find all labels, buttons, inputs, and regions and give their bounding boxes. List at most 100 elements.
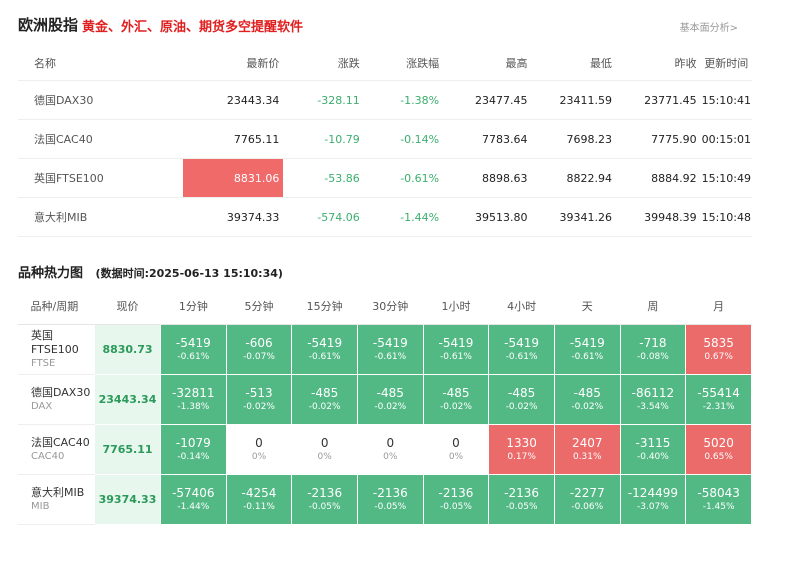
quote-name[interactable]: 法国CAC40 — [18, 119, 184, 159]
heatmap-cell[interactable]: -5419 -0.61% — [488, 324, 555, 375]
cell-value: -86112 — [631, 385, 675, 400]
heatmap-cell[interactable]: -5419 -0.61% — [553, 324, 621, 375]
heatmap-cell[interactable]: -4254 -0.11% — [225, 474, 293, 525]
heatmap-cell[interactable]: -1079 -0.14% — [160, 424, 227, 475]
heatmap-cell[interactable]: 2407 0.31% — [553, 424, 621, 475]
cell-value: -5419 — [372, 335, 408, 350]
cell-percent: 0.65% — [704, 451, 733, 462]
cell-percent: -3.54% — [637, 401, 669, 412]
heatmap-cell[interactable]: 5020 0.65% — [685, 424, 752, 475]
cell-value: 0 — [255, 435, 263, 450]
heatmap-row: 法国CAC40 CAC40 7765.11 -1079 -0.14% 0 0% 0 0% 0 0% 0… — [18, 424, 752, 475]
col-last: 最新价 — [183, 46, 284, 81]
cell-value: 0 — [386, 435, 395, 450]
heatmap-cell[interactable]: 0 0% — [225, 424, 293, 475]
fundamental-analysis-link[interactable]: 基本面分析> — [679, 23, 738, 34]
heatmap-cell[interactable]: -485 -0.02% — [488, 374, 555, 425]
cell-percent: -0.61% — [374, 351, 407, 362]
heatmap-cell[interactable]: 1330 0.17% — [488, 424, 555, 475]
cell-percent: -1.38% — [177, 401, 210, 412]
cell-value: 5020 — [703, 435, 734, 450]
heatmap-cell[interactable]: -5419 -0.61% — [291, 324, 358, 375]
cell-percent: -1.45% — [702, 501, 735, 512]
heatmap-instrument[interactable]: 英国FTSE100 FTSE — [18, 324, 95, 375]
quote-pct: -0.14% — [363, 119, 444, 159]
cell-value: -5419 — [504, 335, 540, 350]
heatmap-instrument[interactable]: 意大利MIB MIB — [18, 474, 95, 525]
quote-high: 7783.64 — [443, 119, 532, 159]
cell-value: -2136 — [438, 485, 474, 500]
quote-name[interactable]: 意大利MIB — [18, 197, 184, 237]
heatmap-cell[interactable]: -86112 -3.54% — [619, 374, 687, 425]
instrument-name: 德国DAX30 — [31, 386, 91, 399]
cell-value: 5835 — [703, 335, 734, 350]
cell-value: -2136 — [372, 485, 408, 500]
cell-value: 1330 — [506, 435, 537, 450]
heatmap-cell[interactable]: -2136 -0.05% — [291, 474, 358, 525]
heatmap-cell[interactable]: -513 -0.02% — [225, 374, 293, 425]
cell-value: -5419 — [569, 335, 605, 350]
cell-percent: -0.02% — [243, 401, 275, 412]
cell-value: -485 — [376, 385, 404, 400]
quote-name[interactable]: 德国DAX30 — [18, 80, 184, 120]
heatmap-cell[interactable]: -2277 -0.06% — [553, 474, 621, 525]
cell-percent: 0.31% — [572, 451, 602, 462]
heatmap-instrument[interactable]: 法国CAC40 CAC40 — [18, 424, 95, 475]
heatmap-cell[interactable]: -5419 -0.61% — [356, 324, 424, 375]
quote-row[interactable]: 意大利MIB 39374.33 -574.06 -1.44% 39513.80 39341… — [18, 197, 752, 237]
instrument-name: 法国CAC40 — [31, 436, 90, 449]
heatmap-cell[interactable]: 0 0% — [356, 424, 424, 475]
cell-percent: -0.07% — [243, 351, 275, 362]
heatmap-col-header: 现价 — [94, 288, 161, 325]
cell-percent: 0% — [251, 451, 267, 462]
cell-value: -2277 — [569, 485, 605, 500]
heatmap-cell[interactable]: -485 -0.02% — [422, 374, 490, 425]
heatmap-cell[interactable]: -5419 -0.61% — [160, 324, 227, 375]
heatmap-price: 7765.11 — [94, 424, 161, 475]
heatmap-cell[interactable]: -5419 -0.61% — [422, 324, 490, 375]
quote-prev: 39948.39 — [616, 197, 701, 237]
cell-percent: -0.02% — [571, 401, 604, 412]
heatmap-cell[interactable]: -55414 -2.31% — [685, 374, 752, 425]
heatmap-instrument[interactable]: 德国DAX30 DAX — [18, 374, 95, 425]
promo-link[interactable]: 黄金、外汇、原油、期货多空提醒软件 — [82, 20, 304, 35]
heatmap-cell[interactable]: -32811 -1.38% — [160, 374, 227, 425]
instrument-code: FTSE — [31, 358, 56, 369]
heatmap-cell[interactable]: -2136 -0.05% — [488, 474, 555, 525]
heatmap-cell[interactable]: -485 -0.02% — [291, 374, 358, 425]
cell-percent: -2.31% — [702, 401, 735, 412]
cell-percent: -0.02% — [505, 401, 538, 412]
quote-high: 39513.80 — [443, 197, 532, 237]
heatmap-cell[interactable]: -485 -0.02% — [356, 374, 424, 425]
heatmap-cell[interactable]: -485 -0.02% — [553, 374, 621, 425]
heatmap-cell[interactable]: -3115 -0.40% — [619, 424, 687, 475]
heatmap-cell[interactable]: -2136 -0.05% — [356, 474, 424, 525]
heatmap-cell[interactable]: -58043 -1.45% — [685, 474, 752, 525]
heatmap-cell[interactable]: -124499 -3.07% — [619, 474, 687, 525]
heatmap-cell[interactable]: -57406 -1.44% — [160, 474, 227, 525]
heatmap-cell[interactable]: 0 0% — [291, 424, 358, 475]
heatmap-title: 品种热力图 (数据时间:2025-06-13 15:10:34) — [18, 262, 283, 281]
col-pct: 涨跌幅 — [363, 46, 444, 81]
quote-high: 23477.45 — [443, 80, 532, 120]
quote-high: 8898.63 — [443, 158, 532, 198]
cell-percent: -0.05% — [308, 501, 341, 512]
col-name: 名称 — [18, 46, 184, 81]
cell-value: -5419 — [175, 335, 211, 350]
quote-row[interactable]: 法国CAC40 7765.11 -10.79 -0.14% 7783.64 7698.23… — [18, 119, 752, 159]
heatmap-cell[interactable]: -2136 -0.05% — [422, 474, 490, 525]
quote-row[interactable]: 英国FTSE100 8831.06 -53.86 -0.61% 8898.63 8822.… — [18, 158, 752, 198]
cell-value: -57406 — [172, 485, 215, 500]
cell-value: -1079 — [175, 435, 211, 450]
heatmap-col-header: 品种/周期 — [18, 288, 95, 325]
heatmap-cell[interactable]: 5835 0.67% — [685, 324, 752, 375]
heatmap-price: 39374.33 — [94, 474, 161, 525]
quote-time: 15:10:41 — [700, 80, 752, 120]
heatmap-cell[interactable]: -718 -0.08% — [619, 324, 687, 375]
quote-name[interactable]: 英国FTSE100 — [18, 158, 184, 198]
heatmap-cell[interactable]: -606 -0.07% — [225, 324, 293, 375]
cell-percent: -0.61% — [505, 351, 538, 362]
heatmap-cell[interactable]: 0 0% — [422, 424, 490, 475]
page-header: 欧洲股指 黄金、外汇、原油、期货多空提醒软件 基本面分析> — [18, 14, 738, 40]
quote-row[interactable]: 德国DAX30 23443.34 -328.11 -1.38% 23477.45 2341… — [18, 80, 752, 120]
